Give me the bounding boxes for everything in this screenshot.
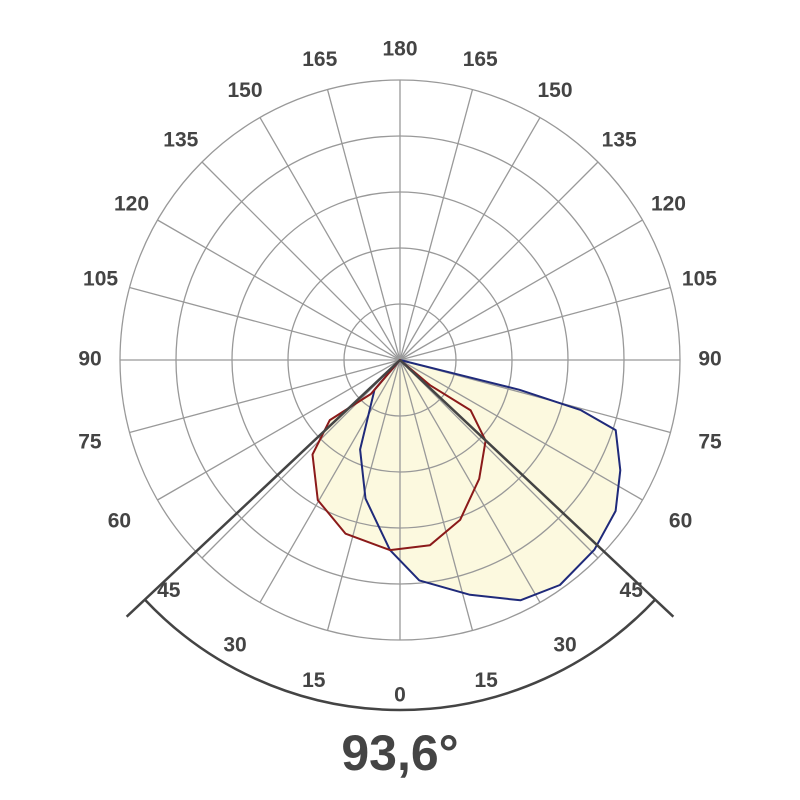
spoke [399,117,541,361]
angle-label: 75 [698,431,722,454]
angle-label: 150 [227,79,262,102]
spoke [399,359,474,631]
angle-label: 45 [620,579,644,602]
angle-label: 45 [157,579,181,602]
spoke [399,286,671,361]
angle-label: 105 [682,267,717,290]
spoke [201,161,401,361]
spoke [326,89,401,361]
angle-label: 60 [669,510,692,533]
angle-label: 135 [163,128,198,151]
spoke [399,359,541,603]
spoke [201,359,401,559]
angle-label: 75 [78,431,102,454]
spoke [326,359,401,631]
angle-label: 180 [382,38,417,61]
spoke [259,117,401,361]
beam-line [125,359,401,618]
angle-label: 30 [223,633,246,656]
angle-label: 165 [463,48,498,71]
curve [311,359,487,552]
spoke [399,219,643,361]
angle-label: 90 [78,348,101,371]
spoke [399,89,474,361]
curve [359,359,622,602]
angle-label: 0 [394,684,406,707]
angle-label: 105 [83,267,118,290]
spoke [399,359,599,559]
spoke [399,359,643,501]
beam-angle-label: 93,6° [341,725,458,781]
angle-label: 150 [537,79,572,102]
spoke [129,359,401,434]
spoke [259,359,401,603]
angle-label: 120 [114,193,149,216]
angle-label: 60 [108,510,131,533]
curve-fill [312,360,486,551]
angle-label: 135 [602,128,637,151]
angle-label: 120 [651,193,686,216]
grid [119,79,681,641]
angle-label: 15 [302,669,326,692]
spoke [129,286,401,361]
angle-label: 90 [698,348,721,371]
spoke [157,219,401,361]
angle-label: 15 [475,669,499,692]
beam-line [399,359,675,618]
fills [312,360,621,601]
angle-label: 165 [302,48,337,71]
spoke [157,359,401,501]
angle-label: 30 [553,633,576,656]
spoke [399,161,599,361]
curves [311,359,622,602]
beam-arc [143,598,657,712]
